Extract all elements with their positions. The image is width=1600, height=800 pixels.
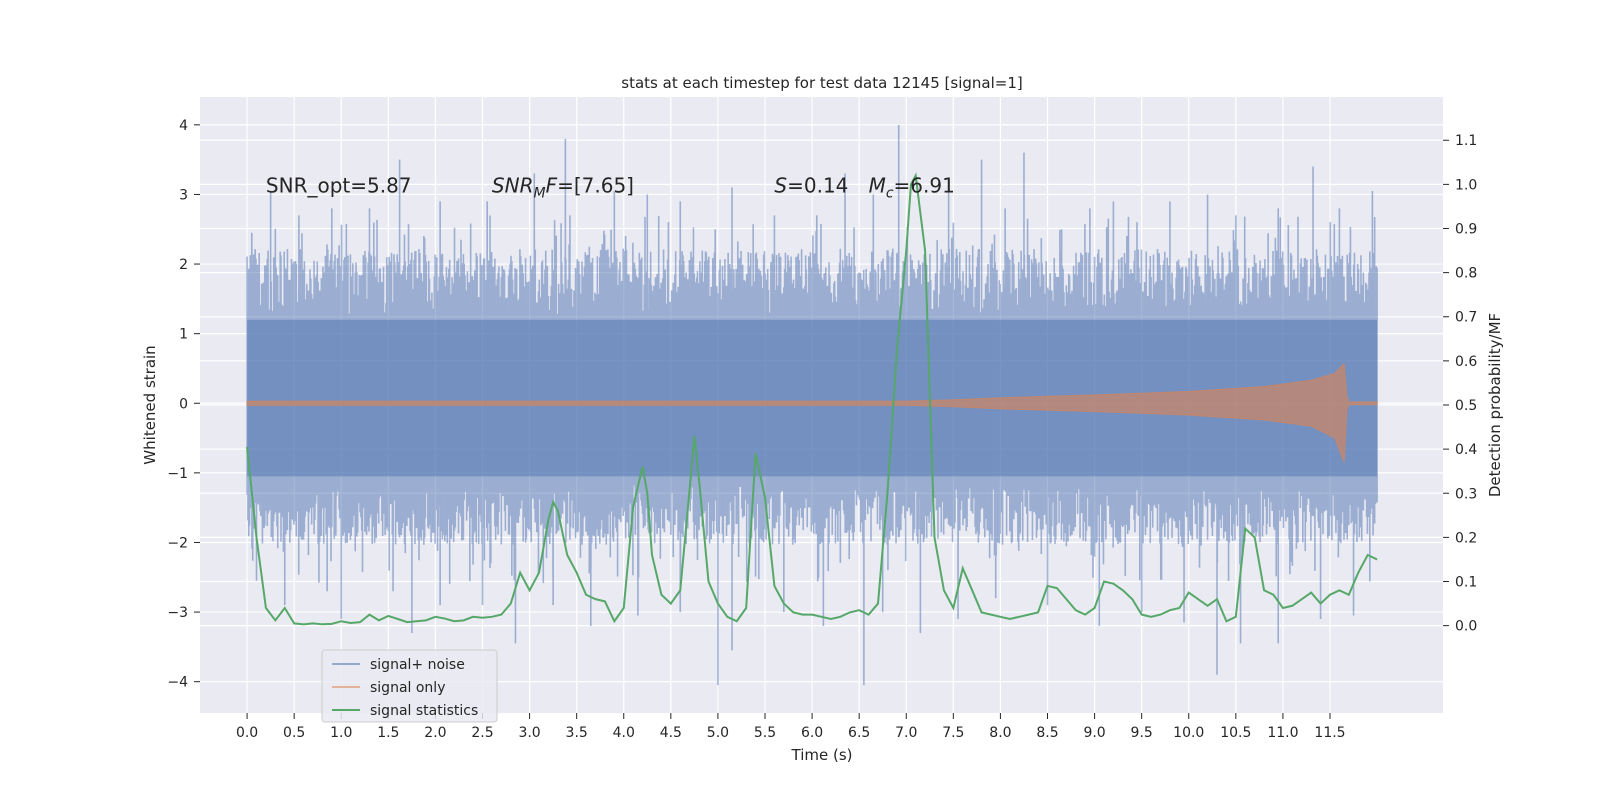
y-left-tick-label-2: −2 [167, 535, 188, 551]
x-tick-label-16: 8.0 [989, 725, 1011, 741]
y-left-tick-label-3: −1 [167, 466, 188, 482]
y-right-tick-label-5: 0.5 [1455, 398, 1477, 414]
x-tick-label-0: 0.0 [236, 725, 258, 741]
y-axis-right: 0.0 0.1 0.2 0.3 0.4 0.5 0.6 0.7 0.8 0.9 1.0 1.1 [1443, 133, 1477, 635]
x-tick-label-12: 6.0 [801, 725, 823, 741]
legend-label-0: signal+ noise [370, 657, 465, 673]
legend-label-1: signal only [370, 680, 445, 696]
y-right-tick-label-10: 1.0 [1455, 177, 1477, 193]
y-right-tick-label-0: 0.0 [1455, 619, 1477, 635]
y-right-tick-label-6: 0.6 [1455, 354, 1477, 370]
y-right-tick-label-9: 0.9 [1455, 221, 1477, 237]
y-right-tick-label-8: 0.8 [1455, 266, 1477, 282]
y-left-tick-label-8: 4 [179, 118, 188, 134]
annotation-1: SNRMF=[7.65] [492, 173, 634, 201]
x-tick-label-11: 5.5 [754, 725, 776, 741]
x-axis: 0.0 0.5 1.0 1.5 2.0 2.5 3.0 3.5 4.0 4.5 5.0 5.5 6.0 6… [236, 713, 1346, 741]
x-tick-label-10: 5.0 [707, 725, 729, 741]
signal-envelope [245, 362, 1378, 463]
x-tick-label-4: 2.0 [424, 725, 446, 741]
x-axis-label: Time (s) [791, 746, 853, 764]
annotations: SNR_opt=5.87 SNRMF=[7.65] S=0.14 Mc=6.91 [266, 173, 955, 201]
x-tick-label-2: 1.0 [330, 725, 352, 741]
y-right-tick-label-7: 0.7 [1455, 310, 1477, 326]
x-tick-label-14: 7.0 [895, 725, 917, 741]
signal-series [245, 362, 1378, 463]
x-tick-label-18: 9.0 [1083, 725, 1105, 741]
chart-title: stats at each timestep for test data 121… [621, 74, 1022, 92]
x-tick-label-6: 3.0 [518, 725, 540, 741]
y-left-tick-label-1: −3 [167, 605, 188, 621]
legend: signal+ noise signal only signal statistic… [321, 649, 498, 723]
x-tick-label-13: 6.5 [848, 725, 870, 741]
x-tick-label-22: 11.0 [1267, 725, 1298, 741]
y-left-tick-label-7: 3 [179, 187, 188, 203]
y-right-tick-label-3: 0.3 [1455, 486, 1477, 502]
annotation-0: SNR_opt=5.87 [266, 173, 412, 197]
x-tick-label-7: 3.5 [566, 725, 588, 741]
x-tick-label-3: 1.5 [377, 725, 399, 741]
y-left-tick-label-5: 1 [179, 327, 188, 343]
x-tick-label-5: 2.5 [471, 725, 493, 741]
x-tick-label-1: 0.5 [283, 725, 305, 741]
x-tick-label-9: 4.5 [660, 725, 682, 741]
x-tick-label-17: 8.5 [1036, 725, 1058, 741]
y-axis-left: −4 −3 −2 −1 0 1 2 3 4 [167, 118, 200, 691]
stats-series [246, 172, 1378, 626]
stats-line [246, 172, 1378, 626]
x-tick-label-20: 10.0 [1173, 725, 1204, 741]
y-axis-right-label: Detection probability/MF [1486, 313, 1504, 497]
y-right-tick-label-4: 0.4 [1455, 442, 1477, 458]
x-tick-label-8: 4.0 [613, 725, 635, 741]
y-left-tick-label-0: −4 [167, 675, 188, 691]
y-left-tick-label-6: 2 [179, 257, 188, 273]
x-tick-label-23: 11.5 [1314, 725, 1345, 741]
x-tick-label-21: 10.5 [1220, 725, 1251, 741]
annotation-3: Mc=6.91 [869, 173, 955, 201]
legend-label-2: signal statistics [370, 703, 478, 719]
y-left-tick-label-4: 0 [179, 396, 188, 412]
y-axis-left-label: Whitened strain [141, 345, 159, 464]
annotation-2: S=0.14 [774, 173, 848, 197]
x-tick-label-15: 7.5 [942, 725, 964, 741]
y-right-tick-label-11: 1.1 [1455, 133, 1477, 149]
y-right-tick-label-1: 0.1 [1455, 575, 1477, 591]
x-tick-label-19: 9.5 [1131, 725, 1153, 741]
y-right-tick-label-2: 0.2 [1455, 530, 1477, 546]
legend-frame [321, 649, 498, 723]
